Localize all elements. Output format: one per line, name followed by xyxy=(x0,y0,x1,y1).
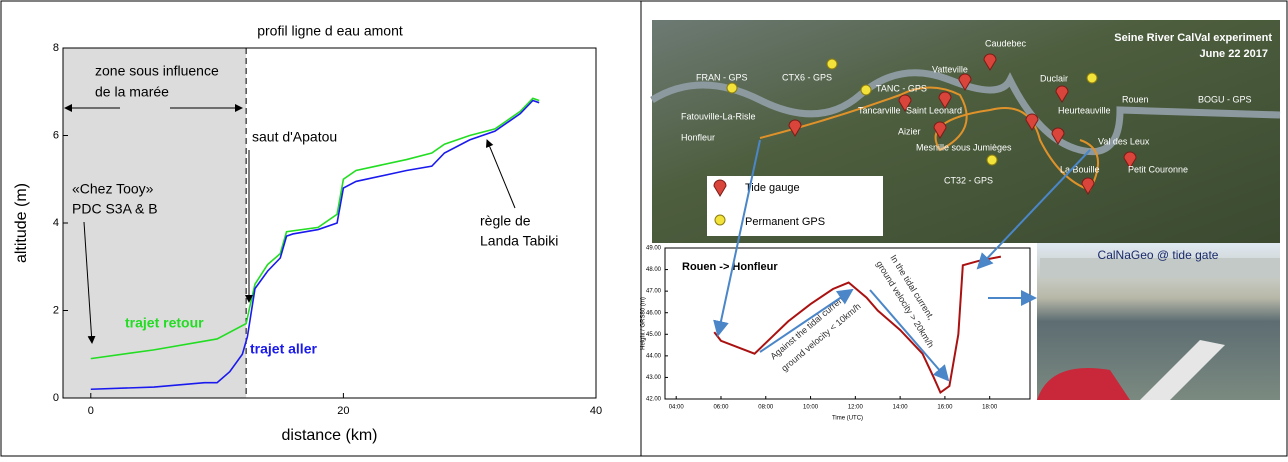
place-label: Honfleur xyxy=(681,132,715,142)
shaded-region xyxy=(63,48,246,398)
x-axis-label: Time (UTC) xyxy=(832,416,863,422)
series-label: trajet aller xyxy=(250,341,317,357)
gps-pin xyxy=(727,83,737,93)
x-tick-label: 06:00 xyxy=(713,405,729,411)
x-tick-label: 14:00 xyxy=(893,405,909,411)
x-tick-label: 40 xyxy=(590,405,602,417)
legend-label: Tide gauge xyxy=(745,182,800,194)
place-label: Val des Leux xyxy=(1098,136,1150,146)
chart-title: profil ligne d eau amont xyxy=(257,23,403,39)
annotation: PDC S3A & B xyxy=(72,201,158,217)
place-label: Rouen xyxy=(1122,94,1149,104)
y-tick-label: 8 xyxy=(53,42,59,54)
legend-label: Permanent GPS xyxy=(745,216,825,228)
y-tick-label: 0 xyxy=(53,392,59,404)
place-label: CTX6 - GPS xyxy=(782,72,832,82)
annotation: de la marée xyxy=(95,84,169,100)
map-date: June 22 2017 xyxy=(1200,48,1269,60)
gps-pin xyxy=(1087,73,1097,83)
place-label: Petit Couronne xyxy=(1128,164,1188,174)
y-tick-label: 42.00 xyxy=(646,397,662,403)
y-axis-label: altitude (m) xyxy=(13,183,30,263)
y-tick-label: 2 xyxy=(53,304,59,316)
place-label: Vatteville xyxy=(932,64,968,74)
gps-pin xyxy=(861,85,871,95)
x-tick-label: 04:00 xyxy=(669,405,685,411)
place-label: Heurteauville xyxy=(1058,105,1111,115)
annotation: Landa Tabiki xyxy=(480,233,558,249)
place-label: Aizier xyxy=(898,126,921,136)
y-tick-label: 6 xyxy=(53,129,59,141)
y-tick-label: 49.00 xyxy=(646,246,662,252)
place-label: TANC - GPS xyxy=(876,83,927,93)
annotation: zone sous influence xyxy=(95,63,219,79)
x-tick-label: 12:00 xyxy=(848,405,864,411)
x-tick-label: 16:00 xyxy=(937,405,953,411)
y-axis-label: Height / GRS80 (m) xyxy=(641,297,647,350)
place-label: Mesnille sous Jumièges xyxy=(916,142,1012,152)
series-label: trajet retour xyxy=(125,315,204,331)
annotation-arrow xyxy=(487,140,515,208)
legend-gps-icon xyxy=(715,215,725,225)
map-title: Seine River CalVal experiment xyxy=(1114,32,1272,44)
place-label: BOGU - GPS xyxy=(1198,94,1252,104)
chart-title: Rouen -> Honfleur xyxy=(682,261,778,273)
x-axis-label: distance (km) xyxy=(281,427,377,444)
x-tick-label: 10:00 xyxy=(803,405,819,411)
place-label: CT32 - GPS xyxy=(944,175,993,185)
y-tick-label: 45.00 xyxy=(646,332,662,338)
y-tick-label: 46.00 xyxy=(646,310,662,316)
place-label: Saint Leonard xyxy=(906,105,962,115)
place-label: La Bouille xyxy=(1060,164,1100,174)
annotation: saut d'Apatou xyxy=(252,129,337,145)
place-label: Duclair xyxy=(1040,73,1068,83)
annotation: «Chez Tooy» xyxy=(72,181,154,197)
place-label: Caudebec xyxy=(985,38,1027,48)
place-label: Fatouville-La-Risle xyxy=(681,111,756,121)
x-tick-label: 08:00 xyxy=(758,405,774,411)
place-label: FRAN - GPS xyxy=(696,72,748,82)
figure: 0 20 40 0 2 4 6 8 distance (km) altitude (m) profi… xyxy=(0,0,1288,457)
place-label: Tancarville xyxy=(858,105,901,115)
x-tick-label: 0 xyxy=(88,405,94,417)
y-tick-label: 44.00 xyxy=(646,353,662,359)
gps-pin xyxy=(827,59,837,69)
annotation: règle de xyxy=(480,213,531,229)
y-tick-label: 4 xyxy=(53,217,59,229)
x-tick-label: 20 xyxy=(337,405,349,417)
photo-label: CalNaGeo @ tide gate xyxy=(1098,248,1219,262)
y-tick-label: 43.00 xyxy=(646,375,662,381)
gps-pin xyxy=(987,155,997,165)
y-tick-label: 48.00 xyxy=(646,267,662,273)
x-tick-label: 18:00 xyxy=(982,405,998,411)
y-tick-label: 47.00 xyxy=(646,289,662,295)
